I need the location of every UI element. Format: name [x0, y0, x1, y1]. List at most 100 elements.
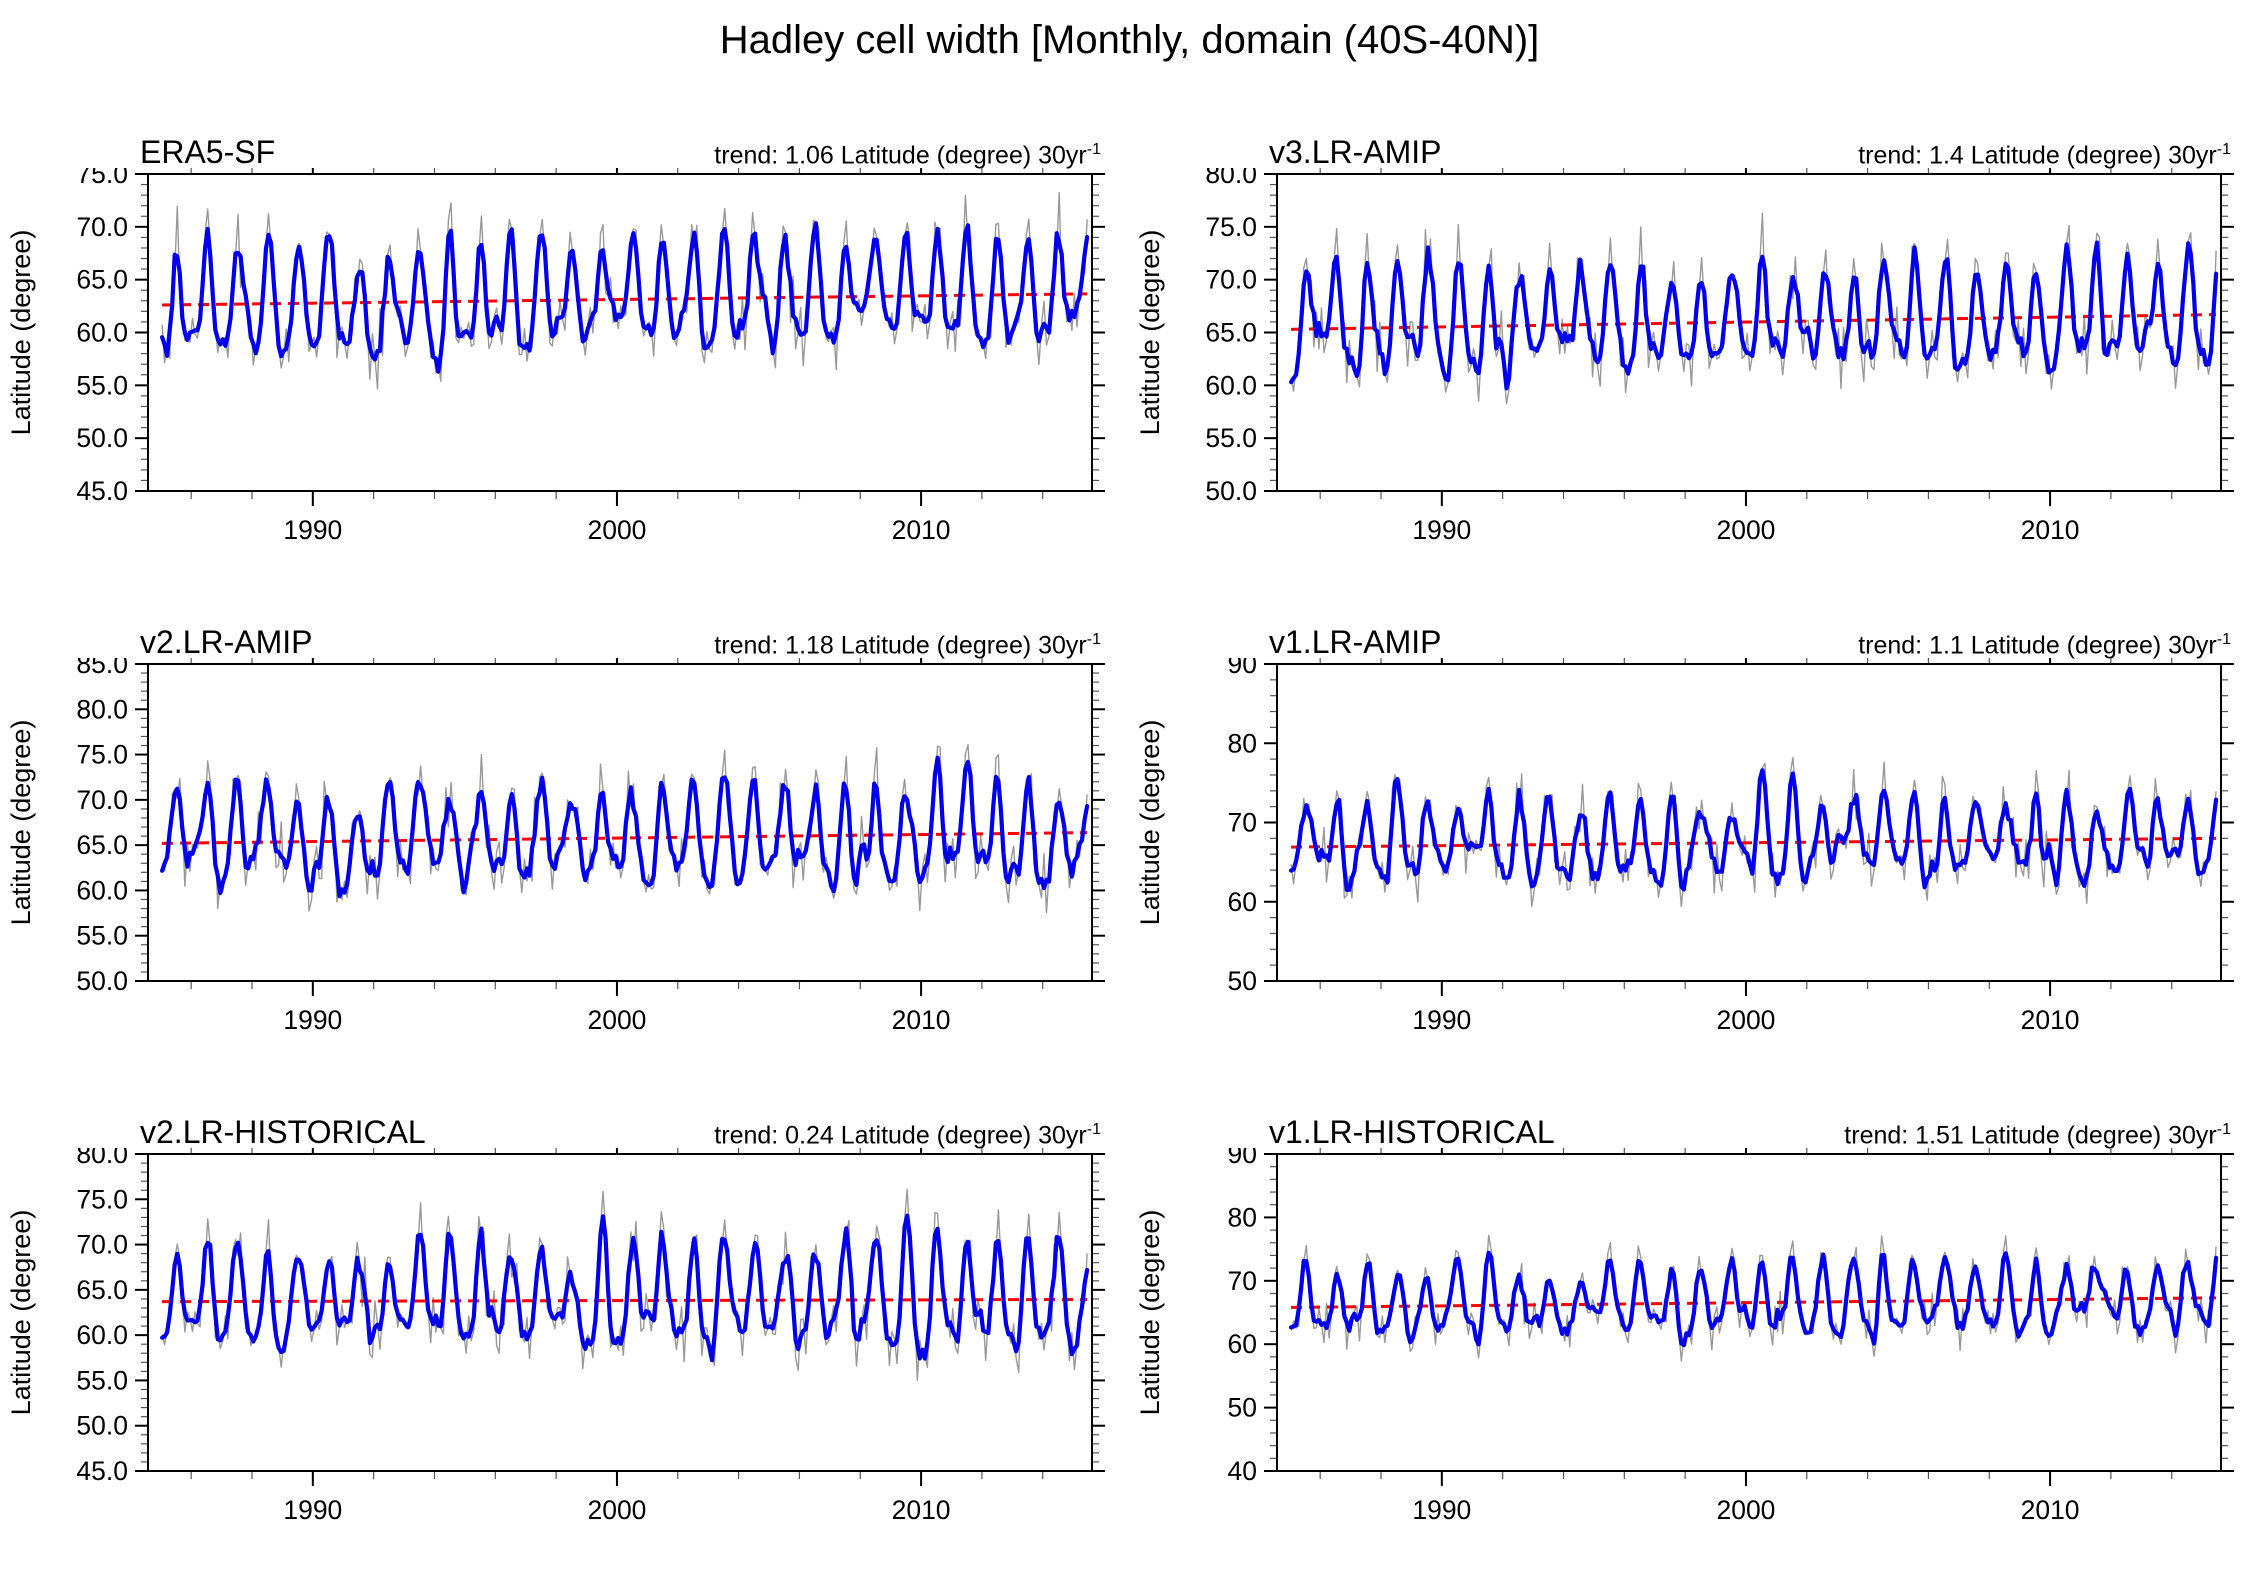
svg-text:65.0: 65.0 [76, 830, 128, 860]
svg-text:75.0: 75.0 [76, 168, 128, 189]
figure-title: Hadley cell width [Monthly, domain (40S-… [719, 18, 1540, 62]
svg-text:50.0: 50.0 [76, 423, 128, 453]
trend-exponent: -1 [1086, 1120, 1101, 1138]
panel-v1-lr-amip: v1.LR-AMIP trend: 1.1 Latitude (degree) … [1129, 596, 2259, 1086]
svg-text:75.0: 75.0 [1205, 212, 1257, 242]
svg-text:2010: 2010 [892, 1495, 951, 1525]
svg-text:45.0: 45.0 [76, 1456, 128, 1486]
svg-text:60.0: 60.0 [1205, 370, 1257, 400]
svg-text:80.0: 80.0 [76, 1148, 128, 1169]
panel-title: v1.LR-AMIP [1269, 624, 1442, 660]
trend-annotation: trend: 1.4 Latitude (degree) 30yr-1 [1858, 140, 2231, 169]
svg-text:55.0: 55.0 [76, 1365, 128, 1395]
panel-v1-lr-historical: v1.LR-HISTORICAL trend: 1.51 Latitude (d… [1129, 1086, 2259, 1576]
svg-text:2000: 2000 [1716, 1495, 1775, 1525]
panel-grid: ERA5-SF trend: 1.06 Latitude (degree) 30… [0, 106, 2259, 1576]
trend-annotation: trend: 0.24 Latitude (degree) 30yr-1 [714, 1120, 1101, 1149]
trend-exponent: -1 [2216, 140, 2231, 158]
svg-text:1990: 1990 [1412, 1005, 1471, 1035]
svg-text:50.0: 50.0 [1205, 476, 1257, 506]
svg-text:2010: 2010 [892, 1005, 951, 1035]
svg-text:2000: 2000 [1716, 515, 1775, 545]
panel-header: v1.LR-HISTORICAL trend: 1.51 Latitude (d… [1129, 1086, 2259, 1148]
panel-v3-lr-amip: v3.LR-AMIP trend: 1.4 Latitude (degree) … [1129, 106, 2259, 596]
chart-v3-lr-amip: 50.0 55.0 60.0 65.0 70.0 75.0 80.0 1990 2000 2010… [1135, 168, 2234, 545]
svg-text:80: 80 [1228, 728, 1257, 758]
chart-v1-lr-historical: 40 50 60 70 80 90 1990 2000 2010 Latitude (degree… [1135, 1148, 2234, 1525]
panel-header: v3.LR-AMIP trend: 1.4 Latitude (degree) … [1129, 106, 2259, 168]
panel-title: v2.LR-HISTORICAL [140, 1114, 426, 1150]
panel-v2-lr-historical: v2.LR-HISTORICAL trend: 0.24 Latitude (d… [0, 1086, 1129, 1576]
svg-text:90: 90 [1228, 1148, 1257, 1169]
svg-text:2010: 2010 [2021, 515, 2080, 545]
svg-text:2000: 2000 [1716, 1005, 1775, 1035]
svg-text:75.0: 75.0 [76, 1184, 128, 1214]
panel-title: v1.LR-HISTORICAL [1269, 1114, 1555, 1150]
panel-era5-sf: ERA5-SF trend: 1.06 Latitude (degree) 30… [0, 106, 1129, 596]
panel-header: v2.LR-HISTORICAL trend: 0.24 Latitude (d… [0, 1086, 1129, 1148]
svg-text:70.0: 70.0 [76, 785, 128, 815]
panel-title: v3.LR-AMIP [1269, 134, 1442, 170]
svg-text:65.0: 65.0 [1205, 318, 1257, 348]
trend-exponent: -1 [1086, 140, 1101, 158]
svg-text:2000: 2000 [587, 1005, 646, 1035]
svg-text:65.0: 65.0 [76, 265, 128, 295]
chart-v2-lr-amip: 50.0 55.0 60.0 65.0 70.0 75.0 80.0 85.0 1990 2000… [6, 658, 1105, 1035]
svg-text:Latitude (degree): Latitude (degree) [6, 1210, 36, 1416]
svg-text:50: 50 [1228, 966, 1257, 996]
trend-annotation: trend: 1.51 Latitude (degree) 30yr-1 [1844, 1120, 2231, 1148]
svg-text:50.0: 50.0 [76, 966, 128, 996]
svg-text:70.0: 70.0 [76, 212, 128, 242]
svg-text:65.0: 65.0 [76, 1275, 128, 1305]
svg-text:55.0: 55.0 [1205, 423, 1257, 453]
svg-text:55.0: 55.0 [76, 370, 128, 400]
svg-text:2000: 2000 [587, 515, 646, 545]
trend-text: trend: 1.1 Latitude (degree) 30yr [1858, 631, 2217, 659]
trend-annotation: trend: 1.1 Latitude (degree) 30yr-1 [1858, 630, 2231, 659]
svg-text:40: 40 [1228, 1456, 1257, 1486]
panel-title: v2.LR-AMIP [140, 624, 313, 660]
panel-v2-lr-amip: v2.LR-AMIP trend: 1.18 Latitude (degree)… [0, 596, 1129, 1086]
panel-header: ERA5-SF trend: 1.06 Latitude (degree) 30… [0, 106, 1129, 168]
trend-text: trend: 1.4 Latitude (degree) 30yr [1858, 141, 2217, 169]
svg-text:1990: 1990 [1412, 1495, 1471, 1525]
svg-text:1990: 1990 [283, 1495, 342, 1525]
svg-text:Latitude (degree): Latitude (degree) [1135, 230, 1165, 436]
svg-text:2010: 2010 [892, 515, 951, 545]
trend-exponent: -1 [2216, 1120, 2231, 1138]
chart-v2-lr-historical: 45.0 50.0 55.0 60.0 65.0 70.0 75.0 80.0 1990 2000… [6, 1148, 1105, 1525]
trend-text: trend: 0.24 Latitude (degree) 30yr [714, 1121, 1087, 1149]
svg-text:70.0: 70.0 [76, 1230, 128, 1260]
svg-text:70: 70 [1228, 808, 1257, 838]
trend-text: trend: 1.06 Latitude (degree) 30yr [714, 141, 1087, 169]
svg-text:60: 60 [1228, 1329, 1257, 1359]
svg-text:Latitude (degree): Latitude (degree) [6, 230, 36, 436]
panel-title: ERA5-SF [140, 134, 276, 170]
trend-annotation: trend: 1.18 Latitude (degree) 30yr-1 [714, 630, 1101, 659]
svg-text:70: 70 [1228, 1266, 1257, 1296]
trend-exponent: -1 [2216, 630, 2231, 648]
svg-text:60: 60 [1228, 887, 1257, 917]
chart-era5-sf: 45.0 50.0 55.0 60.0 65.0 70.0 75.0 1990 2000 2010… [6, 168, 1105, 545]
svg-text:45.0: 45.0 [76, 476, 128, 506]
svg-text:Latitude (degree): Latitude (degree) [6, 720, 36, 926]
svg-text:60.0: 60.0 [76, 318, 128, 348]
svg-text:Latitude (degree): Latitude (degree) [1135, 720, 1165, 926]
svg-text:70.0: 70.0 [1205, 265, 1257, 295]
svg-text:1990: 1990 [283, 515, 342, 545]
svg-text:Latitude (degree): Latitude (degree) [1135, 1210, 1165, 1416]
trend-text: trend: 1.18 Latitude (degree) 30yr [714, 631, 1087, 659]
svg-text:1990: 1990 [283, 1005, 342, 1035]
panel-header: v2.LR-AMIP trend: 1.18 Latitude (degree)… [0, 596, 1129, 658]
trend-exponent: -1 [1086, 630, 1101, 648]
svg-text:55.0: 55.0 [76, 921, 128, 951]
svg-text:60.0: 60.0 [76, 1320, 128, 1350]
svg-text:1990: 1990 [1412, 515, 1471, 545]
chart-v1-lr-amip: 50 60 70 80 90 1990 2000 2010 Latitude (degree) [1135, 658, 2234, 1035]
svg-text:2010: 2010 [2021, 1495, 2080, 1525]
svg-text:90: 90 [1228, 658, 1257, 679]
svg-text:80.0: 80.0 [76, 694, 128, 724]
svg-text:2010: 2010 [2021, 1005, 2080, 1035]
svg-text:80: 80 [1228, 1202, 1257, 1232]
svg-text:60.0: 60.0 [76, 875, 128, 905]
